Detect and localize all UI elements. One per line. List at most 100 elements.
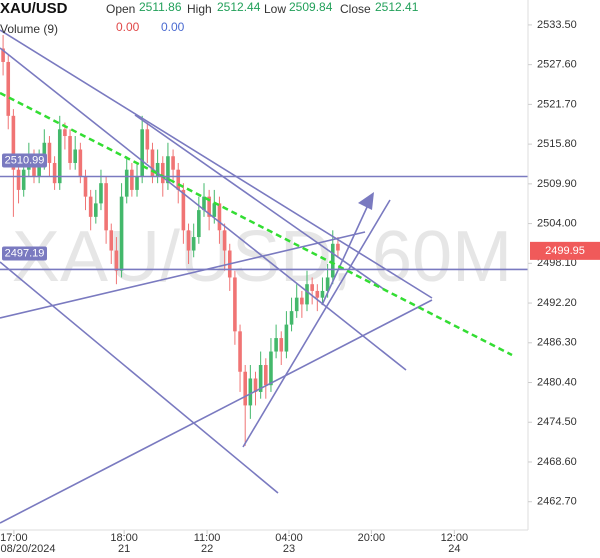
- candle-body: [130, 169, 134, 190]
- candle-body: [284, 324, 289, 352]
- candle-body: [57, 129, 62, 184]
- candle-body: [16, 169, 21, 190]
- candle-body: [99, 183, 103, 204]
- y-tick-label: 2521.70: [537, 98, 577, 110]
- candle-body: [104, 183, 108, 231]
- legend-value: 2512.41: [375, 0, 419, 14]
- dashed-trend-line: [0, 91, 513, 357]
- last-price-tag: [530, 241, 600, 260]
- candle-body: [320, 290, 325, 298]
- candle-body: [119, 196, 124, 271]
- y-tick-label: 2504.00: [537, 217, 577, 229]
- candle-body: [330, 243, 335, 278]
- y-tick-label: 2527.60: [537, 59, 577, 71]
- trend-line: [0, 299, 433, 524]
- x-date-label: 21: [118, 543, 130, 555]
- price-line-tag: [2, 246, 47, 261]
- price-line-label: 2510.99: [5, 154, 45, 166]
- candle-body: [11, 115, 16, 170]
- y-tick-label: 2509.90: [537, 178, 577, 190]
- x-date-label: 08/20/2024: [0, 543, 55, 555]
- y-tick-label: 2515.80: [537, 138, 577, 150]
- arrow-head: [358, 192, 374, 210]
- candle-body: [191, 237, 196, 251]
- candle-body: [6, 61, 11, 116]
- candle-body: [124, 169, 129, 197]
- candle-body: [135, 176, 139, 190]
- candle-body: [315, 290, 320, 298]
- price-line-label: 2497.19: [5, 247, 45, 259]
- candle-body: [181, 189, 186, 231]
- candle-body: [1, 48, 5, 62]
- candle-body: [166, 156, 170, 184]
- x-tick-label: 11:00: [194, 532, 221, 544]
- x-tick-label: 04:00: [275, 532, 303, 544]
- candle-body: [222, 230, 227, 251]
- chart-title: XAU/USD: [0, 0, 68, 17]
- candle-body: [202, 196, 206, 211]
- candle-body: [63, 129, 67, 137]
- legend-label: High: [187, 2, 212, 16]
- candle-body: [336, 243, 340, 251]
- candle-body: [289, 311, 294, 325]
- candle-body: [140, 129, 144, 177]
- candle-body: [310, 284, 314, 291]
- candle-body: [207, 196, 211, 217]
- trend-line: [0, 47, 407, 371]
- x-date-label: 22: [201, 543, 213, 555]
- candle-body: [42, 142, 47, 163]
- candle-body: [300, 297, 304, 305]
- candle-body: [78, 149, 83, 177]
- candle-body: [160, 162, 165, 184]
- candle-body: [186, 230, 191, 251]
- y-tick-label: 2462.70: [537, 496, 577, 508]
- y-tick-label: 2468.60: [537, 456, 577, 468]
- y-tick-label: 2480.40: [537, 376, 577, 388]
- arrow-line: [321, 204, 369, 306]
- x-tick-label: 12:00: [441, 532, 469, 544]
- candle-body: [88, 196, 93, 217]
- y-tick-label: 2492.20: [537, 297, 577, 309]
- legend-value: 2511.86: [139, 0, 182, 14]
- trend-line: [0, 231, 366, 319]
- legend-value: 2512.44: [217, 0, 261, 14]
- trend-line: [242, 199, 391, 448]
- candle-body: [197, 210, 201, 238]
- trend-line: [0, 29, 433, 299]
- candle-body: [73, 149, 78, 163]
- candle-body: [253, 378, 258, 392]
- candle-body: [83, 176, 88, 197]
- x-tick-label: 18:00: [110, 532, 138, 544]
- drawings: [0, 29, 513, 524]
- candle-body: [238, 331, 242, 372]
- candle-body: [325, 277, 330, 291]
- x-tick-label: 20:00: [358, 532, 386, 544]
- candle-body: [114, 250, 119, 271]
- legend-value: 2509.84: [289, 0, 333, 14]
- trend-line: [0, 261, 279, 494]
- candle-body: [155, 162, 160, 177]
- x-date-label: 23: [283, 543, 295, 555]
- candle-body: [68, 136, 72, 163]
- candle-body: [233, 277, 237, 332]
- candle-body: [217, 203, 222, 231]
- candle-body: [274, 338, 278, 352]
- candle-body: [269, 351, 273, 386]
- candle-body: [109, 230, 114, 251]
- candle-body: [258, 365, 263, 392]
- volume-value: 0.00: [161, 20, 185, 34]
- candle-body: [171, 156, 175, 170]
- candle-body: [52, 162, 57, 184]
- overlay: 2510.99 2497.19: [0, 153, 528, 271]
- y-tick-label: 2474.50: [537, 416, 577, 428]
- candle-body: [47, 142, 52, 163]
- trend-line: [134, 114, 386, 291]
- candle-body: [212, 203, 217, 217]
- y-tick-label: 2498.10: [537, 257, 577, 269]
- candle-body: [37, 162, 41, 177]
- candle-body: [294, 297, 299, 312]
- price-line-tag: [2, 153, 47, 168]
- legend-label: Low: [264, 2, 286, 16]
- candle-body: [94, 203, 98, 217]
